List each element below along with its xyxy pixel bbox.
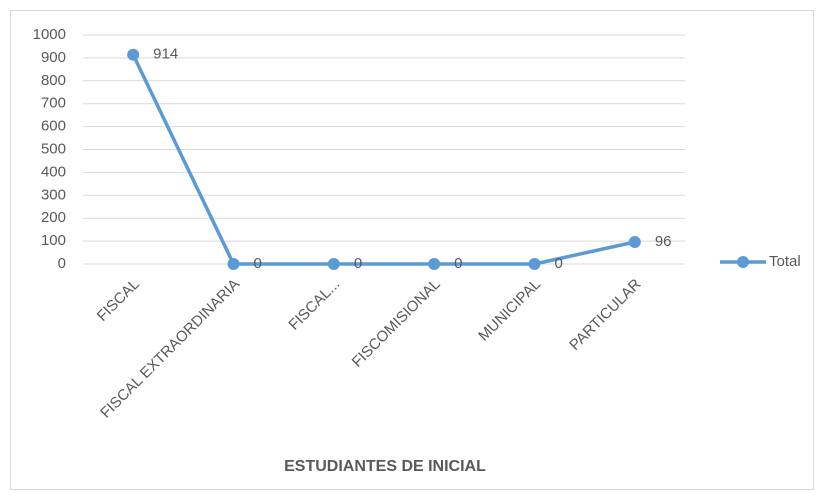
data-label: 914 — [153, 46, 178, 63]
y-tick-label: 400 — [41, 163, 66, 180]
y-tick-label: 0 — [58, 255, 66, 272]
marker — [628, 236, 641, 249]
y-tick-label: 500 — [41, 140, 66, 157]
marker — [127, 48, 140, 61]
legend-label: Total — [769, 253, 801, 270]
y-tick-label: 100 — [41, 232, 66, 249]
y-tick-label: 800 — [41, 72, 66, 89]
chart-border — [10, 10, 814, 490]
marker — [227, 258, 240, 270]
y-tick-label: 900 — [41, 49, 66, 66]
y-tick-label: 700 — [41, 95, 66, 112]
data-label: 96 — [655, 233, 672, 250]
data-label: 0 — [555, 255, 563, 272]
legend-marker — [737, 256, 749, 268]
x-axis-title: ESTUDIANTES DE INICIAL — [284, 458, 486, 475]
data-label: 0 — [354, 255, 362, 272]
y-tick-label: 300 — [41, 186, 66, 203]
line — [131, 53, 636, 266]
data-label: 0 — [254, 255, 262, 272]
marker — [428, 258, 441, 270]
y-tick-label: 200 — [41, 209, 66, 226]
y-tick-label: 600 — [41, 118, 66, 135]
data-label: 0 — [454, 255, 462, 272]
marker — [327, 258, 340, 270]
marker — [528, 258, 541, 270]
y-tick-label: 1000 — [33, 26, 66, 43]
